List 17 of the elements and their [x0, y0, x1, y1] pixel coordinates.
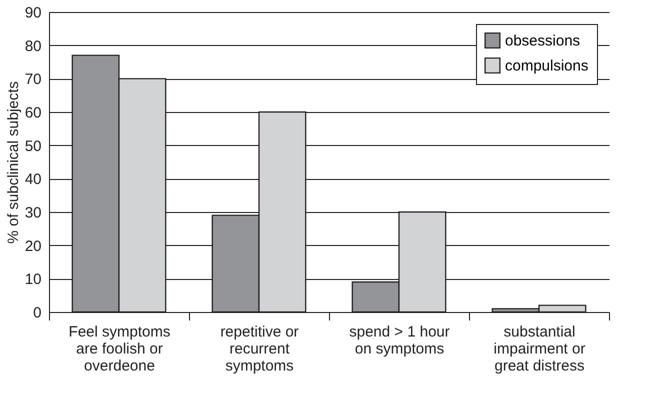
- y-tick-label: 40: [24, 171, 42, 188]
- y-tick-label: 0: [33, 304, 42, 322]
- y-tick-label: 50: [24, 138, 42, 155]
- legend-label: compulsions: [505, 58, 588, 74]
- y-tick-label: 90: [24, 4, 42, 22]
- x-tick-label: spend > 1 hour on symptoms: [349, 324, 450, 358]
- y-tick-label: 80: [24, 38, 42, 55]
- y-tick-label: 30: [24, 204, 42, 222]
- y-tick-label: 70: [24, 71, 42, 88]
- x-tick-label: substantial impairment or great distress: [494, 324, 586, 374]
- y-tick-label: 10: [24, 271, 42, 288]
- y-tick-label: 20: [24, 238, 42, 255]
- x-tick-label: Feel symptoms are foolish or overdeone: [68, 324, 170, 374]
- y-axis-title: % of subclinical subjects: [4, 81, 22, 244]
- legend-label: obsessions: [505, 32, 580, 50]
- x-tick-label: repetitive or recurrent symptoms: [220, 324, 299, 374]
- y-tick-label: 60: [24, 104, 42, 122]
